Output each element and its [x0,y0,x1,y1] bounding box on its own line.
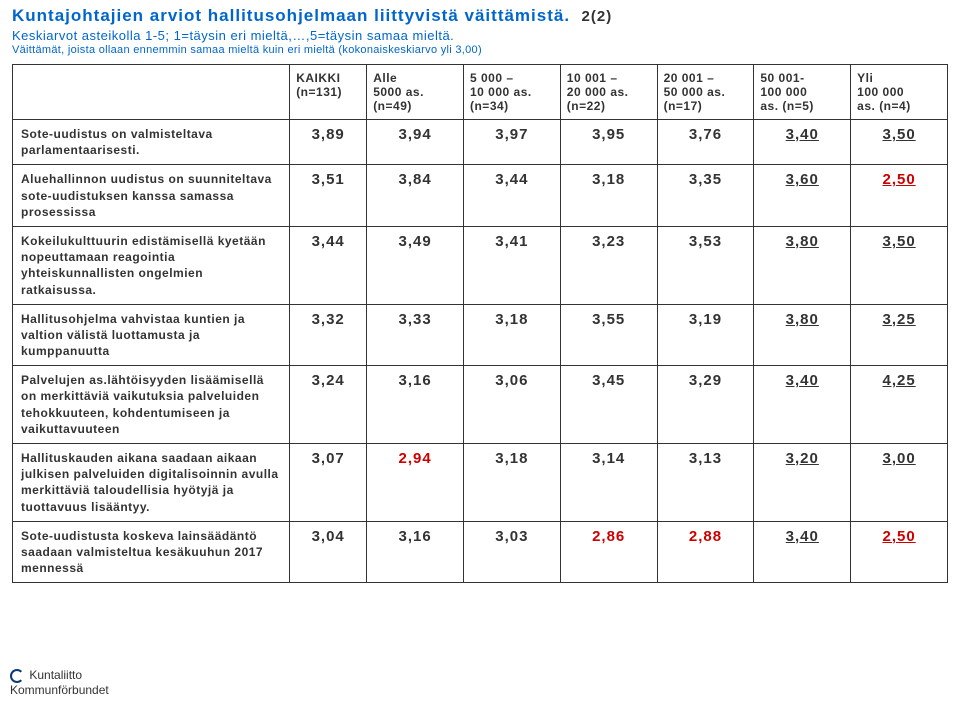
table-cell: 4,25 [851,366,948,444]
table-cell: 3,04 [290,521,367,583]
table-cell: 3,80 [754,304,851,366]
table-cell: 3,97 [463,120,560,165]
table-row: Sote-uudistusta koskeva lainsäädäntö saa… [13,521,948,583]
table-cell: 3,19 [657,304,754,366]
table-row: Hallitusohjelma vahvistaa kuntien ja val… [13,304,948,366]
table-cell: 3,24 [290,366,367,444]
table-cell: 3,20 [754,444,851,522]
row-label: Hallitusohjelma vahvistaa kuntien ja val… [13,304,290,366]
row-label: Sote-uudistus on valmisteltava parlament… [13,120,290,165]
table-cell: 3,40 [754,521,851,583]
table-cell: 3,53 [657,226,754,304]
table-cell: 2,86 [560,521,657,583]
table-cell: 2,50 [851,165,948,227]
table-row: Sote-uudistus on valmisteltava parlament… [13,120,948,165]
table-cell: 3,18 [463,304,560,366]
table-cell: 3,80 [754,226,851,304]
table-row: Kokeilukulttuurin edistämisellä kyetään … [13,226,948,304]
column-header: 50 001-100 000as. (n=5) [754,65,851,120]
column-header: Yli100 000as. (n=4) [851,65,948,120]
table-cell: 3,06 [463,366,560,444]
table-cell: 3,51 [290,165,367,227]
page-title: Kuntajohtajien arviot hallitusohjelmaan … [12,6,948,26]
table-cell: 3,16 [367,366,464,444]
table-cell: 3,13 [657,444,754,522]
table-cell: 3,41 [463,226,560,304]
column-header: 20 001 –50 000 as.(n=17) [657,65,754,120]
table-cell: 3,76 [657,120,754,165]
table-cell: 3,94 [367,120,464,165]
footer-logo: Kuntaliitto Kommunförbundet [10,668,109,697]
table-cell: 3,14 [560,444,657,522]
data-table: KAIKKI(n=131)Alle5000 as.(n=49)5 000 –10… [12,64,948,583]
column-header: KAIKKI(n=131) [290,65,367,120]
table-cell: 3,50 [851,226,948,304]
table-cell: 3,33 [367,304,464,366]
table-cell: 2,88 [657,521,754,583]
column-header: Alle5000 as.(n=49) [367,65,464,120]
table-cell: 3,44 [290,226,367,304]
table-cell: 3,95 [560,120,657,165]
table-cell: 3,55 [560,304,657,366]
title-main: Kuntajohtajien arviot hallitusohjelmaan … [12,6,570,25]
table-cell: 3,23 [560,226,657,304]
table-row: Aluehallinnon uudistus on suunniteltava … [13,165,948,227]
row-label: Hallituskauden aikana saadaan aikaan jul… [13,444,290,522]
table-cell: 3,03 [463,521,560,583]
row-label: Kokeilukulttuurin edistämisellä kyetään … [13,226,290,304]
table-cell: 3,35 [657,165,754,227]
table-cell: 3,49 [367,226,464,304]
table-cell: 3,18 [463,444,560,522]
table-body: Sote-uudistus on valmisteltava parlament… [13,120,948,583]
note: Väittämät, joista ollaan ennemmin samaa … [12,44,948,56]
footer-line1: Kuntaliitto [29,668,82,682]
table-cell: 3,40 [754,120,851,165]
table-cell: 3,00 [851,444,948,522]
row-label: Sote-uudistusta koskeva lainsäädäntö saa… [13,521,290,583]
table-cell: 3,50 [851,120,948,165]
table-cell: 3,07 [290,444,367,522]
title-page-number: 2(2) [582,8,613,25]
table-cell: 3,44 [463,165,560,227]
table-row: Palvelujen as.lähtöisyyden lisäämisellä … [13,366,948,444]
header: Kuntajohtajien arviot hallitusohjelmaan … [0,0,960,58]
table-cell: 3,18 [560,165,657,227]
table-header-row: KAIKKI(n=131)Alle5000 as.(n=49)5 000 –10… [13,65,948,120]
table-cell: 3,29 [657,366,754,444]
table-cell: 3,25 [851,304,948,366]
table-row: Hallituskauden aikana saadaan aikaan jul… [13,444,948,522]
table-cell: 3,16 [367,521,464,583]
table-cell: 3,89 [290,120,367,165]
subtitle: Keskiarvot asteikolla 1-5; 1=täysin eri … [12,28,948,43]
footer-line2: Kommunförbundet [10,683,109,697]
table-cell: 2,50 [851,521,948,583]
column-header: 10 001 –20 000 as.(n=22) [560,65,657,120]
logo-icon [10,669,24,683]
table-cell: 3,60 [754,165,851,227]
table-cell: 3,40 [754,366,851,444]
table-cell: 2,94 [367,444,464,522]
table-head: KAIKKI(n=131)Alle5000 as.(n=49)5 000 –10… [13,65,948,120]
row-label: Aluehallinnon uudistus on suunniteltava … [13,165,290,227]
table-cell: 3,84 [367,165,464,227]
row-label: Palvelujen as.lähtöisyyden lisäämisellä … [13,366,290,444]
column-header: 5 000 –10 000 as.(n=34) [463,65,560,120]
blank-corner [13,65,290,120]
table-cell: 3,45 [560,366,657,444]
table-cell: 3,32 [290,304,367,366]
